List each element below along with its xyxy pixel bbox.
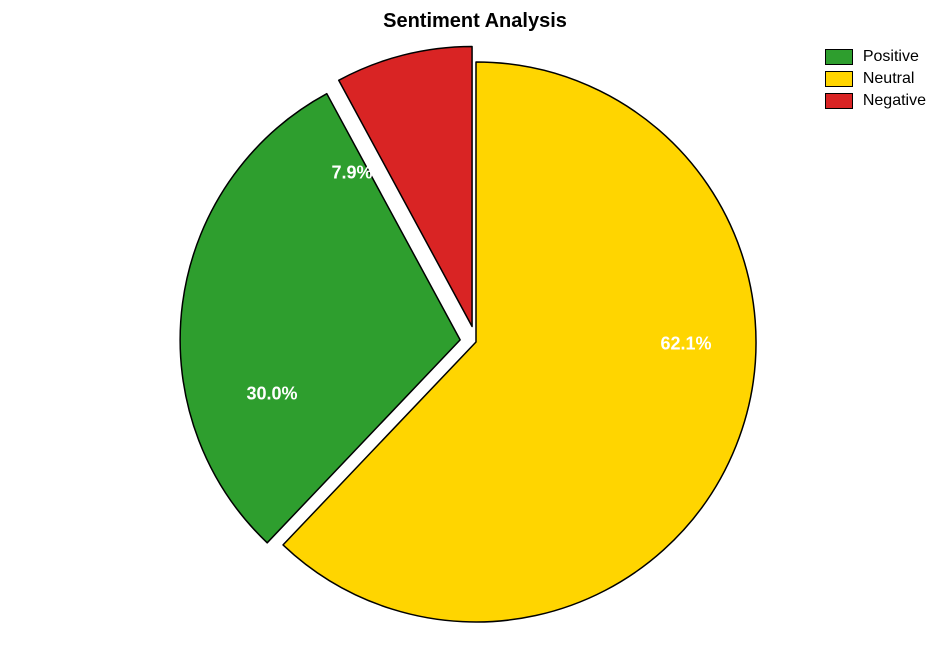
legend-item-neutral: Neutral [825,70,926,88]
pie-chart [0,0,950,662]
legend-label-positive: Positive [863,48,919,66]
legend-label-negative: Negative [863,92,926,110]
legend: Positive Neutral Negative [825,48,926,114]
legend-swatch-positive [825,49,853,65]
legend-label-neutral: Neutral [863,70,915,88]
legend-swatch-neutral [825,71,853,87]
legend-item-negative: Negative [825,92,926,110]
slice-label-positive: 30.0% [246,384,297,405]
legend-item-positive: Positive [825,48,926,66]
legend-swatch-negative [825,93,853,109]
slice-label-negative: 7.9% [331,163,372,184]
slice-label-neutral: 62.1% [660,334,711,355]
chart-title: Sentiment Analysis [0,10,950,33]
